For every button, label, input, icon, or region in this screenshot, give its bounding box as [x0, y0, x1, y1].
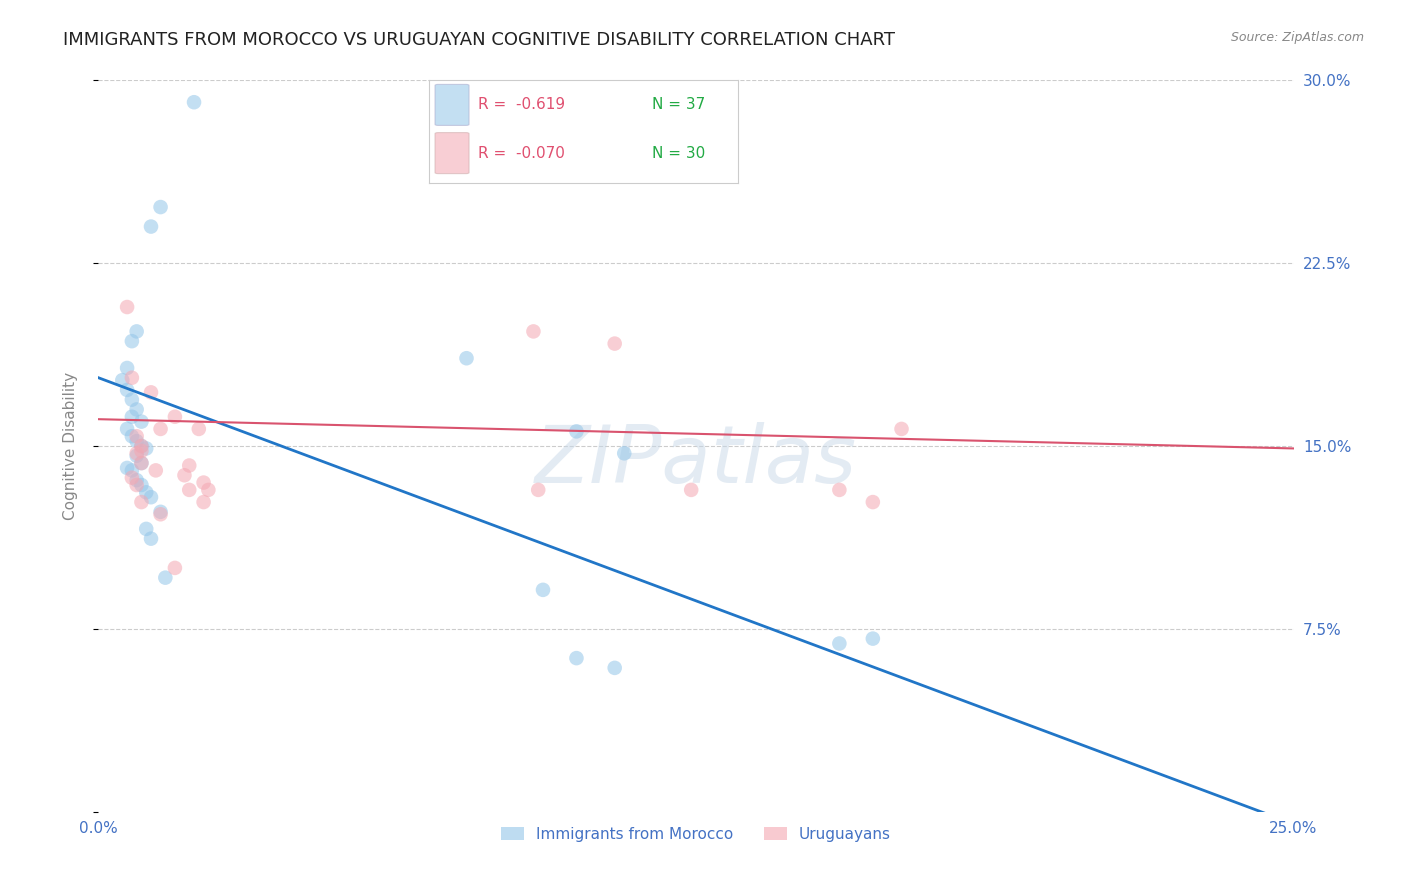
- Point: [183, 95, 205, 110]
- Y-axis label: Cognitive Disability: Cognitive Disability: [63, 372, 77, 520]
- Point: [139, 385, 162, 400]
- Point: [125, 473, 148, 487]
- Point: [163, 409, 186, 424]
- Point: [115, 422, 138, 436]
- Point: [139, 219, 162, 234]
- Point: [135, 442, 157, 456]
- Point: [890, 422, 912, 436]
- Legend: Immigrants from Morocco, Uruguayans: Immigrants from Morocco, Uruguayans: [495, 821, 897, 848]
- Point: [149, 200, 172, 214]
- FancyBboxPatch shape: [434, 85, 470, 126]
- Point: [125, 446, 148, 460]
- Point: [187, 422, 209, 436]
- Point: [115, 383, 138, 397]
- Point: [681, 483, 703, 497]
- Point: [121, 370, 143, 384]
- Point: [115, 461, 138, 475]
- Point: [121, 429, 143, 443]
- Point: [115, 300, 138, 314]
- Point: [862, 632, 884, 646]
- Point: [531, 582, 554, 597]
- Point: [139, 490, 162, 504]
- Point: [862, 495, 884, 509]
- Point: [125, 434, 148, 449]
- Point: [115, 361, 138, 376]
- Point: [131, 415, 153, 429]
- Text: Source: ZipAtlas.com: Source: ZipAtlas.com: [1230, 31, 1364, 45]
- Point: [565, 425, 588, 439]
- Point: [131, 456, 153, 470]
- Point: [828, 636, 851, 650]
- Text: R =  -0.070: R = -0.070: [478, 145, 565, 161]
- Point: [131, 495, 153, 509]
- Point: [121, 463, 143, 477]
- Point: [149, 508, 172, 522]
- Point: [139, 532, 162, 546]
- Point: [522, 325, 544, 339]
- Point: [121, 471, 143, 485]
- Point: [603, 336, 626, 351]
- Text: N = 37: N = 37: [651, 97, 704, 112]
- Point: [131, 456, 153, 470]
- FancyBboxPatch shape: [434, 133, 470, 174]
- Point: [828, 483, 851, 497]
- Point: [179, 483, 201, 497]
- Point: [613, 446, 636, 460]
- Point: [163, 561, 186, 575]
- Point: [121, 334, 143, 348]
- Point: [565, 651, 588, 665]
- Point: [135, 522, 157, 536]
- Point: [125, 402, 148, 417]
- Point: [193, 495, 215, 509]
- Point: [173, 468, 195, 483]
- Point: [197, 483, 219, 497]
- Point: [149, 422, 172, 436]
- Point: [527, 483, 550, 497]
- Text: N = 30: N = 30: [651, 145, 704, 161]
- Text: ZIPatlas: ZIPatlas: [534, 422, 858, 500]
- Point: [131, 439, 153, 453]
- Point: [155, 571, 177, 585]
- Point: [121, 409, 143, 424]
- Point: [121, 392, 143, 407]
- Point: [131, 439, 153, 453]
- Text: IMMIGRANTS FROM MOROCCO VS URUGUAYAN COGNITIVE DISABILITY CORRELATION CHART: IMMIGRANTS FROM MOROCCO VS URUGUAYAN COG…: [63, 31, 896, 49]
- Point: [131, 443, 153, 458]
- Point: [145, 463, 167, 477]
- Point: [125, 325, 148, 339]
- Point: [125, 478, 148, 492]
- Point: [111, 373, 134, 387]
- Point: [125, 449, 148, 463]
- Point: [193, 475, 215, 490]
- Point: [179, 458, 201, 473]
- Point: [135, 485, 157, 500]
- Text: R =  -0.619: R = -0.619: [478, 97, 565, 112]
- Point: [125, 429, 148, 443]
- Point: [149, 505, 172, 519]
- Point: [456, 351, 478, 366]
- Point: [131, 478, 153, 492]
- Point: [603, 661, 626, 675]
